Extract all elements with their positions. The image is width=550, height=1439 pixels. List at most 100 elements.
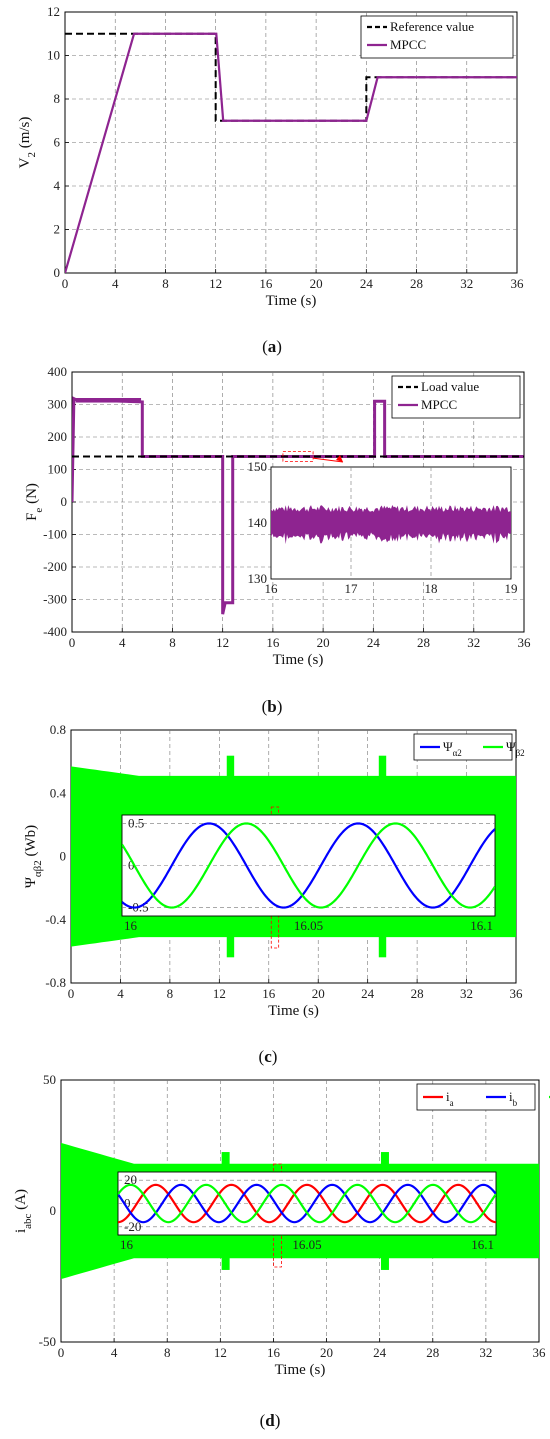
x-tick-label: 20	[317, 635, 330, 650]
legend-entry-name: Load value	[421, 379, 479, 394]
x-tick-label: 32	[460, 276, 473, 291]
legend-entry: ia	[446, 1089, 454, 1108]
x-tick-label: 24	[367, 635, 381, 650]
x-tick-label: 24	[360, 276, 374, 291]
x-tick-label: 4	[112, 276, 119, 291]
y-tick-label: 8	[54, 91, 61, 106]
inset-x-tick-label: 17	[345, 581, 359, 596]
panel-label-close: )	[276, 337, 282, 356]
y-tick-label: -100	[43, 527, 67, 542]
legend-entry-sub: α2	[453, 748, 462, 758]
x-tick-label: 12	[209, 276, 222, 291]
y-tick-label: 100	[48, 462, 68, 477]
x-tick-label: 36	[518, 635, 532, 650]
y-tick-label: 50	[43, 1072, 56, 1087]
legend: Ψα2 Ψβ2	[413, 733, 525, 761]
panel-label-letter: a	[268, 337, 277, 356]
y-tick-label: 0.8	[50, 722, 66, 737]
panel-label-letter: b	[267, 697, 276, 716]
x-tick-label: 12	[214, 1345, 227, 1360]
y-axis-label: iabc (A)	[13, 1189, 34, 1233]
x-tick-label: 0	[69, 635, 76, 650]
legend-entry-sub: b	[513, 1098, 518, 1108]
inset-signal	[271, 505, 511, 545]
x-tick-label: 16	[266, 635, 280, 650]
legend-entry-name: Reference value	[390, 19, 474, 34]
x-tick-label: 0	[58, 1345, 65, 1360]
legend-entry: Ψα2	[443, 739, 462, 758]
y-tick-label: 0	[54, 265, 61, 280]
y-axis-label-main: i	[13, 1229, 29, 1233]
y-axis-label-main: V	[17, 157, 33, 168]
x-tick-label: 0	[68, 986, 75, 1001]
x-tick-label: 12	[213, 986, 226, 1001]
panel-label-open: (	[262, 337, 268, 356]
y-tick-label: 6	[54, 135, 61, 150]
panel-label-letter: c	[264, 1047, 272, 1066]
inset-y-tick-label: 0	[124, 1196, 131, 1211]
inset-x-tick-label: 16.05	[292, 1237, 321, 1252]
legend: iaibic	[416, 1083, 550, 1111]
panel-label-close: )	[272, 1047, 278, 1066]
x-tick-label: 28	[417, 635, 430, 650]
x-tick-label: 12	[216, 635, 229, 650]
x-tick-label: 16	[267, 1345, 281, 1360]
inset-ripple-band	[271, 505, 511, 545]
legend: Reference value MPCC	[360, 15, 514, 59]
x-tick-label: 36	[511, 276, 525, 291]
x-tick-label: 8	[167, 986, 174, 1001]
y-tick-label: 0	[61, 494, 68, 509]
series-group	[72, 396, 524, 615]
y-axis-label-sub: abc	[22, 1213, 34, 1228]
panel-label-open: (	[260, 1411, 266, 1430]
x-tick-label: 16	[262, 986, 276, 1001]
legend-entry-name: MPCC	[390, 37, 426, 52]
legend-entry-name: i	[446, 1089, 450, 1104]
y-axis-label-unit: (A)	[13, 1189, 29, 1214]
y-axis-label-sub: 2	[26, 152, 38, 158]
inset-x-tick-label: 16.1	[471, 1237, 494, 1252]
legend-entry-name: i	[509, 1089, 513, 1104]
inset-waves	[122, 822, 495, 909]
y-tick-label: -300	[43, 592, 67, 607]
inset-y-tick-label: 140	[248, 515, 268, 530]
y-tick-label: 4	[54, 178, 61, 193]
y-tick-label: -400	[43, 624, 67, 639]
x-tick-label: 8	[169, 635, 176, 650]
inset-x-tick-label: 16.1	[470, 918, 493, 933]
y-tick-label: 0	[60, 849, 67, 864]
y-axis-label-sub: αβ2	[32, 860, 44, 877]
y-tick-label: 400	[48, 364, 68, 379]
x-tick-label: 36	[533, 1345, 547, 1360]
y-axis-label: Ψαβ2 (Wb)	[23, 825, 44, 888]
inset: -20 0 20 16 16.05 16.1	[117, 1171, 497, 1252]
y-tick-label: 300	[48, 397, 68, 412]
inset-y-tick-label: -20	[124, 1219, 141, 1234]
y-axis-label-sub: e	[33, 508, 45, 513]
x-axis-label: Time (s)	[266, 293, 317, 309]
legend-entry: MPCC	[390, 37, 426, 52]
x-tick-label: 8	[162, 276, 169, 291]
panel-label-open: (	[262, 697, 268, 716]
legend-entry-sub: β2	[516, 748, 525, 758]
x-tick-label: 0	[62, 276, 69, 291]
x-tick-label: 4	[117, 986, 124, 1001]
legend-entry: Reference value	[390, 19, 474, 34]
x-tick-label: 4	[111, 1345, 118, 1360]
y-tick-label: -50	[39, 1334, 56, 1349]
inset-y-tick-label: 0.5	[128, 815, 144, 830]
legend-entry-name: Ψ	[443, 739, 453, 754]
x-tick-label: 36	[510, 986, 524, 1001]
x-tick-label: 28	[410, 276, 423, 291]
y-axis-label-unit: (Wb)	[23, 825, 39, 860]
y-tick-label: -0.8	[45, 975, 66, 990]
x-tick-label: 16	[259, 276, 273, 291]
x-tick-label: 32	[467, 635, 480, 650]
series-ripple-band	[75, 398, 142, 403]
legend-entry-name: Ψ	[506, 739, 516, 754]
y-tick-label: 2	[54, 222, 61, 237]
legend: Load value MPCC	[391, 375, 521, 419]
inset-x-tick-label: 19	[505, 581, 518, 596]
inset-x-tick-label: 16	[124, 918, 138, 933]
